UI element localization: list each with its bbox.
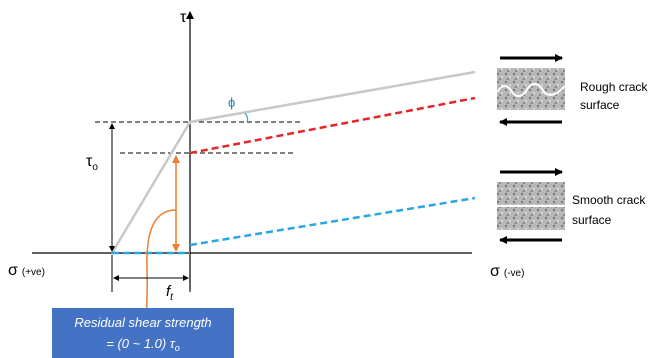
rough-specimen (497, 68, 565, 110)
smooth-label: surface (572, 213, 612, 227)
rough-label: surface (580, 98, 620, 112)
rough-label: Rough crack (580, 80, 648, 94)
smooth-label: Smooth crack (572, 193, 646, 207)
ft-label: ft (166, 283, 174, 303)
smooth-envelope (190, 198, 475, 245)
angle-label: ϕ (228, 95, 235, 110)
tau-axis-label: τ (180, 9, 187, 26)
callout-line1: Residual shear strength (74, 315, 211, 330)
sigma-pos-label: σ(+ve) (8, 262, 45, 279)
callout-line2: = (0 ~ 1.0) τo (106, 336, 179, 353)
rough-envelope (112, 72, 475, 253)
tau-o-label: τo (86, 153, 98, 173)
angle-arc (245, 113, 248, 122)
sigma-neg-label: σ(-ve) (490, 263, 524, 280)
diagram: τ σ(+ve) σ(-ve) ϕ τo ft Residual shear s… (0, 0, 672, 358)
